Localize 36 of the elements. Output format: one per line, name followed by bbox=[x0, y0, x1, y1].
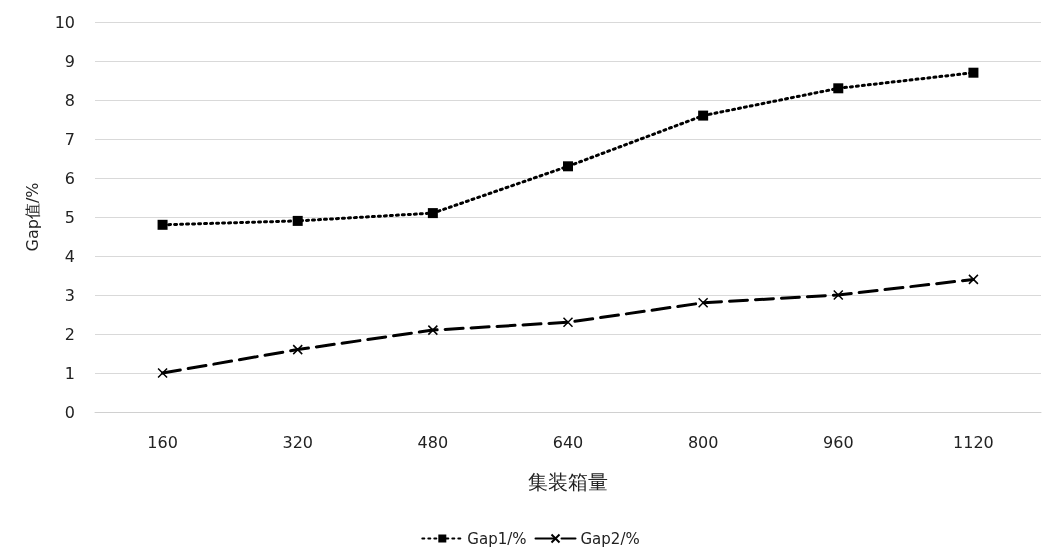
point bbox=[698, 110, 709, 121]
legend-label: Gap2/% bbox=[580, 529, 640, 548]
x-axis-title: 集装箱量 bbox=[528, 470, 608, 494]
point bbox=[833, 83, 844, 94]
point bbox=[427, 208, 438, 219]
y-tick-label: 1 bbox=[64, 363, 75, 383]
point bbox=[157, 219, 168, 230]
y-axis-title: Gap值/% bbox=[22, 182, 42, 252]
y-tick-label: 0 bbox=[64, 402, 75, 422]
point bbox=[563, 161, 573, 172]
point bbox=[968, 274, 979, 285]
x-tick-label: 640 bbox=[552, 432, 584, 452]
x-tick-label: 960 bbox=[823, 432, 854, 452]
point bbox=[292, 344, 303, 355]
y-tick-label: 2 bbox=[64, 324, 75, 344]
y-tick-label: 7 bbox=[64, 129, 75, 149]
legend-label: Gap1/% bbox=[467, 529, 527, 548]
x-tick-label: 480 bbox=[417, 432, 449, 452]
y-tick-label: 10 bbox=[54, 12, 75, 32]
point bbox=[157, 367, 168, 379]
y-tick-label: 5 bbox=[64, 207, 75, 227]
y-tick-label: 4 bbox=[64, 246, 75, 266]
point bbox=[968, 67, 979, 78]
y-tick-label: 6 bbox=[64, 168, 75, 188]
point bbox=[562, 317, 574, 328]
point bbox=[427, 324, 439, 336]
x-tick-label: 320 bbox=[282, 432, 313, 452]
point bbox=[833, 289, 844, 301]
x-tick-label: 800 bbox=[687, 432, 719, 452]
point bbox=[292, 215, 303, 226]
x-tick-label: 160 bbox=[147, 432, 178, 452]
y-tick-label: 9 bbox=[64, 51, 75, 71]
y-tick-label: 3 bbox=[64, 285, 75, 305]
point bbox=[697, 297, 709, 309]
x-tick-label: 1120 bbox=[953, 432, 994, 452]
y-tick-label: 8 bbox=[64, 90, 75, 110]
